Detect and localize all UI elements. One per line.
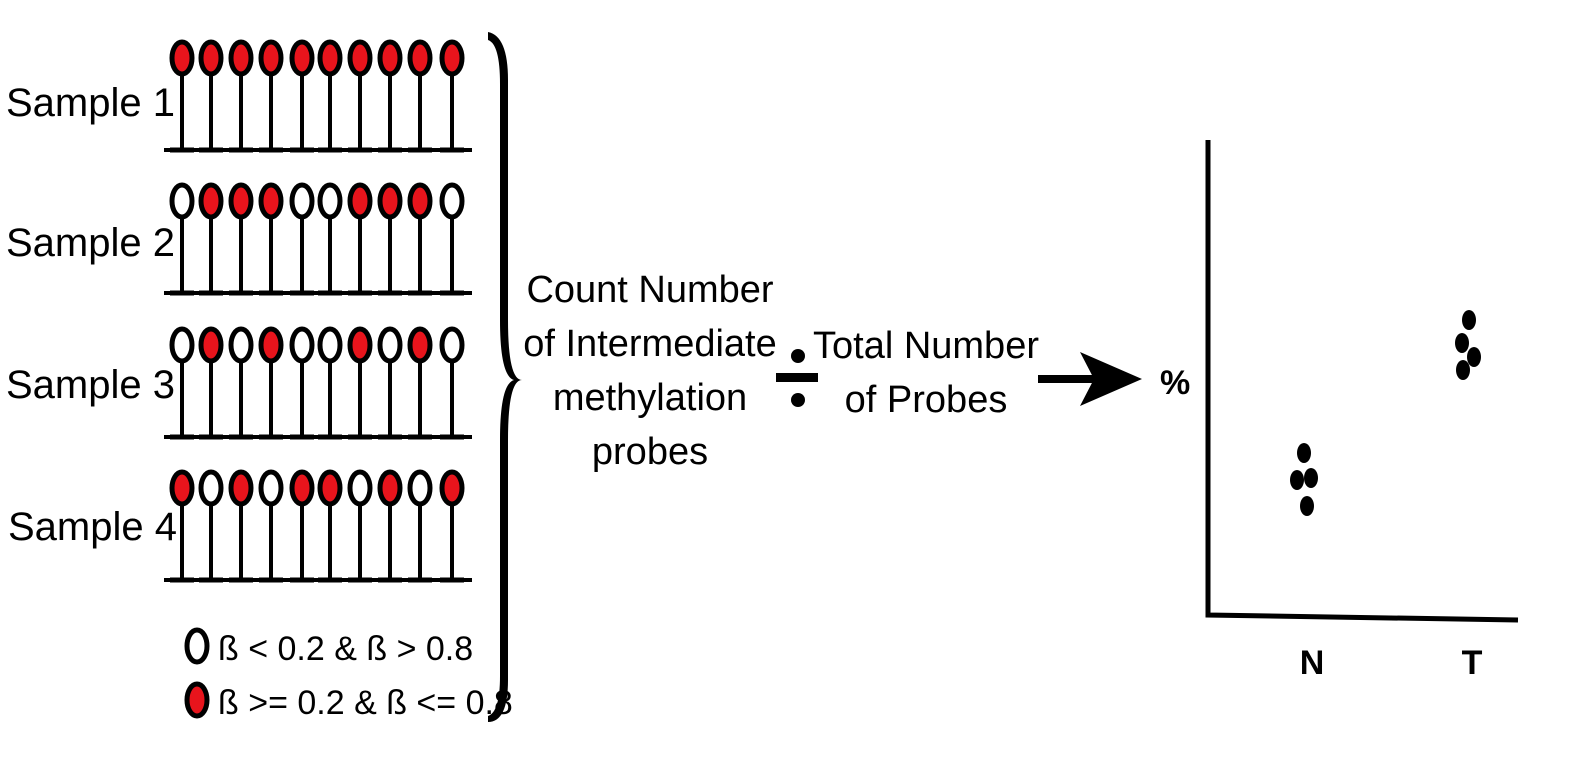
- data-point: [1467, 347, 1481, 367]
- group-n-points: [1290, 443, 1318, 516]
- probe-filled: [169, 469, 195, 507]
- sample-3-probes: [164, 326, 472, 440]
- y-axis-label: %: [1160, 364, 1190, 402]
- numerator-line-3: methylation: [553, 377, 747, 419]
- probe-filled: [407, 326, 433, 364]
- legend-unfilled-label: ß < 0.2 & ß > 0.8: [218, 630, 473, 668]
- probe-unfilled: [198, 469, 224, 507]
- probe-filled: [439, 469, 465, 507]
- probe-filled: [289, 39, 315, 77]
- probe-filled: [347, 39, 373, 77]
- legend: ß < 0.2 & ß > 0.8 ß >= 0.2 & ß <= 0.8: [184, 627, 513, 722]
- probe-filled: [258, 39, 284, 77]
- dot-plot: % N T: [1160, 140, 1519, 682]
- legend-filled-label: ß >= 0.2 & ß <= 0.8: [218, 684, 513, 722]
- probe-unfilled: [317, 326, 343, 364]
- probe-unfilled: [169, 326, 195, 364]
- denominator-line-2: of Probes: [845, 379, 1008, 421]
- data-point: [1456, 360, 1470, 380]
- divide-icon: [776, 349, 818, 407]
- probe-rows: [164, 39, 472, 583]
- probe-filled: [198, 39, 224, 77]
- legend-filled-probe-icon: [184, 681, 210, 719]
- legend-unfilled-probe-icon: [184, 627, 210, 665]
- probe-unfilled: [289, 182, 315, 220]
- probe-filled: [347, 182, 373, 220]
- probe-filled: [169, 39, 195, 77]
- probe-filled: [407, 182, 433, 220]
- data-point: [1297, 443, 1311, 463]
- probe-unfilled: [407, 469, 433, 507]
- probe-unfilled: [439, 326, 465, 364]
- probe-filled: [228, 469, 254, 507]
- probe-filled: [317, 39, 343, 77]
- probe-filled: [377, 182, 403, 220]
- right-arrow-icon: [1038, 352, 1142, 406]
- probe-filled: [198, 326, 224, 364]
- sample-2-label: Sample 2: [6, 221, 175, 265]
- numerator-text: Count Number of Intermediate methylation…: [523, 269, 776, 473]
- probe-unfilled: [258, 469, 284, 507]
- probe-unfilled: [377, 326, 403, 364]
- data-point: [1455, 333, 1469, 353]
- probe-filled: [198, 182, 224, 220]
- denominator-line-1: Total Number: [813, 325, 1039, 367]
- probe-filled: [407, 39, 433, 77]
- probe-unfilled: [439, 182, 465, 220]
- sample-1-label: Sample 1: [6, 81, 175, 125]
- group-t-points: [1455, 310, 1481, 380]
- sample-2-probes: [164, 182, 472, 296]
- probe-unfilled: [228, 326, 254, 364]
- numerator-line-1: Count Number: [526, 269, 773, 311]
- probe-filled: [317, 469, 343, 507]
- x-tick-n: N: [1300, 644, 1325, 682]
- probe-filled: [439, 39, 465, 77]
- probe-filled: [289, 469, 315, 507]
- probe-unfilled: [317, 182, 343, 220]
- data-point: [1290, 470, 1304, 490]
- probe-filled: [347, 326, 373, 364]
- probe-unfilled: [169, 182, 195, 220]
- sample-1-probes: [164, 39, 472, 153]
- data-point: [1300, 496, 1314, 516]
- probe-filled: [228, 182, 254, 220]
- numerator-line-2: of Intermediate: [523, 323, 776, 365]
- sample-3-label: Sample 3: [6, 363, 175, 407]
- probe-unfilled: [347, 469, 373, 507]
- right-curly-brace-icon: [488, 32, 522, 722]
- numerator-line-4: probes: [592, 431, 708, 473]
- probe-filled: [377, 39, 403, 77]
- sample-4-label: Sample 4: [8, 505, 177, 549]
- data-point: [1462, 310, 1476, 330]
- x-tick-t: T: [1462, 644, 1483, 682]
- probe-filled: [258, 182, 284, 220]
- probe-filled: [228, 39, 254, 77]
- probe-unfilled: [289, 326, 315, 364]
- plot-axes: [1205, 140, 1519, 623]
- probe-filled: [258, 326, 284, 364]
- sample-4-probes: [164, 469, 472, 583]
- probe-filled: [377, 469, 403, 507]
- data-point: [1304, 468, 1318, 488]
- denominator-text: Total Number of Probes: [813, 325, 1039, 421]
